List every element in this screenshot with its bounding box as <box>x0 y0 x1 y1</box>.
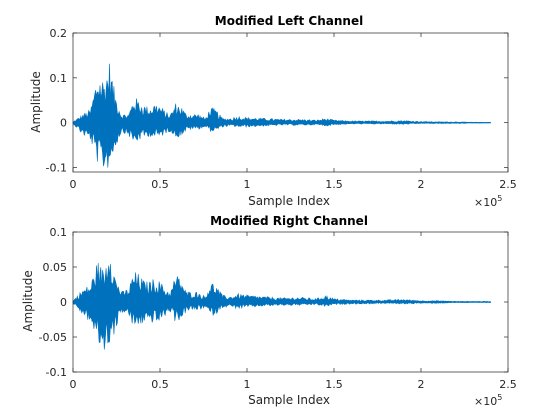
right-channel-xtick-label: 0 <box>70 378 77 391</box>
left-channel-ytick-label: 0.2 <box>50 27 68 40</box>
right-channel-ylabel: Amplitude <box>21 270 35 332</box>
right-channel-ytick-label: 0.05 <box>43 261 68 274</box>
left-channel-xtick-label: 1.5 <box>325 178 343 191</box>
right-channel-x-multiplier: ×105 <box>474 393 502 408</box>
left-channel-xtick-label: 2.5 <box>499 178 517 191</box>
right-channel-ytick-label: 0 <box>60 296 67 309</box>
left-channel-ytick-label: 0.1 <box>50 72 68 85</box>
left-channel-title: Modified Left Channel <box>215 14 363 28</box>
left-channel-xtick-label: 0 <box>70 178 77 191</box>
left-channel-ytick-label: 0 <box>60 117 67 130</box>
right-channel-ytick-label: 0.1 <box>50 226 68 239</box>
right-channel-ytick-label: -0.1 <box>46 366 67 379</box>
left-channel-xlabel: Sample Index <box>248 194 330 208</box>
right-channel-xtick-label: 0.5 <box>151 378 169 391</box>
right-channel-ytick-label: -0.05 <box>39 331 67 344</box>
right-channel-xtick-label: 1 <box>244 378 251 391</box>
left-channel-ylabel: Amplitude <box>29 71 43 133</box>
left-channel-axes-box <box>72 32 509 173</box>
left-channel-xtick-label: 2 <box>418 178 425 191</box>
right-channel-xticks: 0 0.5 1 1.5 2 2.5 <box>70 232 517 391</box>
right-channel-axes-box <box>72 231 509 373</box>
left-channel-xtick-label: 1 <box>244 178 251 191</box>
left-channel-axes: Modified Left Channel Sample Index Ampli… <box>29 14 517 209</box>
left-channel-ytick-label: -0.1 <box>46 162 67 175</box>
left-channel-x-multiplier: ×105 <box>474 194 502 209</box>
right-channel-xtick-label: 1.5 <box>325 378 343 391</box>
right-channel-xtick-label: 2.5 <box>499 378 517 391</box>
left-channel-yticks: -0.1 0 0.1 0.2 <box>46 27 508 175</box>
right-channel-xtick-label: 2 <box>418 378 425 391</box>
right-channel-axes: Modified Right Channel Sample Index Ampl… <box>21 214 517 408</box>
left-channel-xtick-label: 0.5 <box>151 178 169 191</box>
right-channel-title: Modified Right Channel <box>210 214 368 228</box>
right-channel-xlabel: Sample Index <box>248 393 330 407</box>
